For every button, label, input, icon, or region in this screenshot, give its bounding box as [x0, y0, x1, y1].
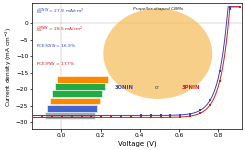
- Text: J$_{SC}^{3ONIN}$ = 27.9 mA/cm$^{2}$: J$_{SC}^{3ONIN}$ = 27.9 mA/cm$^{2}$: [36, 6, 85, 16]
- Text: Propeller-shaped CBMs: Propeller-shaped CBMs: [133, 7, 183, 11]
- Ellipse shape: [103, 9, 212, 99]
- FancyBboxPatch shape: [50, 98, 100, 104]
- X-axis label: Voltage (V): Voltage (V): [118, 140, 156, 147]
- Y-axis label: Current density (mA cm$^{-2}$): Current density (mA cm$^{-2}$): [3, 26, 14, 106]
- Text: 3ONIN: 3ONIN: [115, 85, 134, 90]
- Text: PCE$_{3PNIN}$ = 17.7%: PCE$_{3PNIN}$ = 17.7%: [36, 61, 76, 68]
- Text: or: or: [155, 85, 160, 90]
- FancyBboxPatch shape: [45, 112, 95, 119]
- FancyBboxPatch shape: [55, 83, 105, 90]
- FancyBboxPatch shape: [57, 76, 108, 83]
- Text: J$_{SC}^{3PNIN}$ = 28.5 mA/cm$^{2}$: J$_{SC}^{3PNIN}$ = 28.5 mA/cm$^{2}$: [36, 24, 84, 35]
- FancyBboxPatch shape: [52, 90, 102, 97]
- Text: 3PNIN: 3PNIN: [182, 85, 200, 90]
- Text: PCE$_{3ONIN}$ = 16.9%: PCE$_{3ONIN}$ = 16.9%: [36, 42, 77, 50]
- FancyBboxPatch shape: [47, 105, 98, 112]
